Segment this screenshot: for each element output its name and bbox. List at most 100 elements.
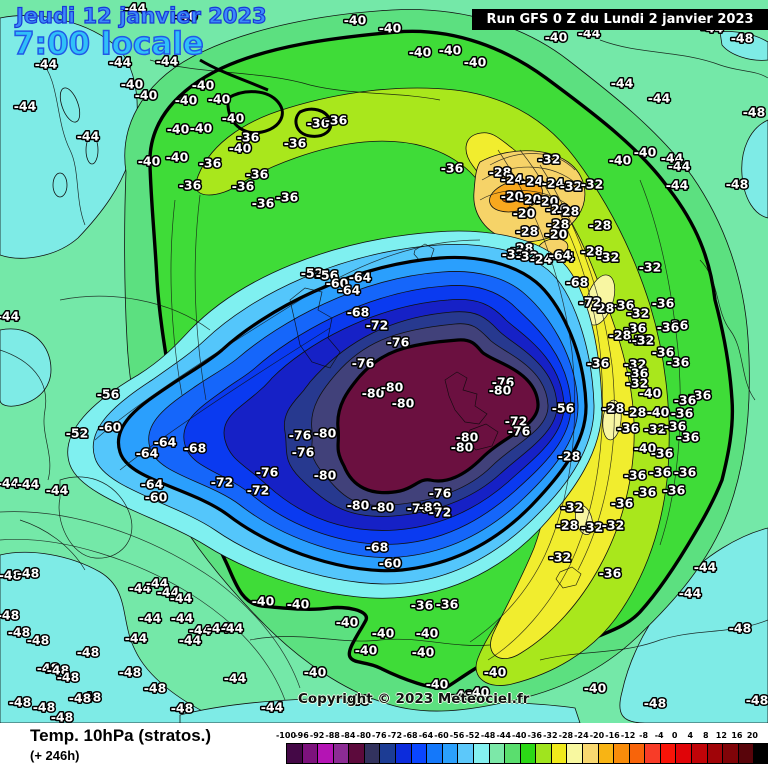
contour-label: -36 [657, 320, 680, 335]
contour-label: -48 [9, 695, 32, 710]
colorbar-swatch [473, 744, 490, 763]
contour-label: -44 [129, 581, 152, 596]
contour-label: -28 [489, 165, 512, 180]
colorbar-tick: -88 [325, 731, 340, 740]
contour-label: -28 [589, 218, 612, 233]
contour-label: -28 [558, 449, 581, 464]
contour-label: -44 [14, 99, 37, 114]
contour-label: -48 [731, 31, 754, 46]
contour-label: -32 [581, 520, 604, 535]
colorbar-swatch [302, 744, 319, 763]
colorbar-swatch [349, 744, 365, 763]
contour-label: -44 [109, 55, 132, 70]
contour-label: -40 [208, 92, 231, 107]
contour-label: -80 [381, 380, 404, 395]
colorbar-swatch [333, 744, 350, 763]
contour-label: -40 [135, 88, 158, 103]
contour-label: -72 [429, 505, 452, 520]
contour-label: -36 [441, 161, 464, 176]
colorbar-tick: -20 [589, 731, 605, 740]
contour-label: -36 [689, 388, 712, 403]
colorbar-tick: 20 [746, 731, 759, 740]
contour-label: -64 [141, 477, 164, 492]
contour-label: -32 [560, 179, 583, 194]
contour-label: -32 [644, 422, 667, 437]
contour-label: -28 [624, 405, 647, 420]
contour-label: -40 [175, 9, 198, 24]
contour-label: -60 [99, 420, 122, 435]
colorbar-tick: -48 [480, 731, 496, 740]
colorbar-swatch [427, 744, 443, 763]
colorbar-swatch [520, 744, 537, 763]
colorbar-tick: -36 [527, 731, 542, 740]
contour-label: -32 [624, 357, 647, 372]
contour-label: -48 [79, 690, 102, 705]
contour-label: -60 [326, 276, 349, 291]
contour-label: -48 [729, 621, 752, 636]
contour-label: -44 [171, 611, 194, 626]
contour-label: -44 [0, 309, 20, 324]
colorbar-tick: -100 [275, 731, 297, 740]
contour-label: -60 [379, 556, 402, 571]
contour-label: -40 [175, 93, 198, 108]
colorbar-tick: -28 [558, 731, 574, 740]
colorbar-swatch [629, 744, 646, 763]
colorbar-tick: 16 [731, 731, 743, 740]
copyright-text: Copyright © 2023 Meteociel.fr [298, 691, 530, 707]
contour-label: -36 [663, 483, 686, 498]
contour-label: -40 [229, 141, 252, 156]
contour-label: -32 [629, 333, 652, 348]
contour-label: -68 [184, 441, 207, 456]
contour-label: -40 [467, 685, 490, 700]
contour-label: -48 [726, 177, 749, 192]
contour-label: -36 [634, 485, 657, 500]
contour-label: -76 [492, 375, 515, 390]
contour-label: -64 [154, 435, 177, 450]
contour-label: -20 [501, 189, 524, 204]
contour-label: -36 [626, 366, 649, 381]
contour-label: -24 [542, 176, 565, 191]
contour-label: -36 [411, 598, 434, 613]
contour-label: -72 [366, 318, 389, 333]
contour-label: -36 [237, 130, 260, 145]
contour-label: -28 [547, 217, 570, 232]
colorbar-swatch [458, 744, 474, 763]
coastlines [0, 39, 768, 661]
contour-label: -32 [639, 260, 662, 275]
contour-label: -44 [224, 671, 247, 686]
colorbar-swatch [551, 744, 568, 763]
contour-label: -28 [609, 328, 632, 343]
colorbar-tick: -76 [372, 731, 387, 740]
colorbar-tick: -52 [465, 731, 480, 740]
colorbar-swatch [660, 744, 677, 763]
contour-label: -24 [501, 172, 524, 187]
contour-label: -36 [649, 465, 672, 480]
contour-label: -76 [387, 335, 410, 350]
contour-label: -40 [412, 645, 435, 660]
colorbar-swatch [380, 744, 397, 763]
core-center-maroon-thick-80 [336, 338, 540, 495]
contour-label: -36 [252, 196, 275, 211]
contour-label: -32 [632, 333, 655, 348]
contour-label: -44 [46, 483, 69, 498]
colorbar-tick: -84 [340, 731, 356, 740]
colorbar-tick: -80 [356, 731, 371, 740]
contour-label: -64 [349, 270, 372, 285]
contour-label: -28 [556, 518, 579, 533]
contour-label: -36 [652, 345, 675, 360]
contour-label: -32 [626, 376, 649, 391]
contour-label: -44 [679, 586, 702, 601]
map-footer: Temp. 10hPa (stratos.) (+ 246h) -100 -96-… [0, 723, 768, 768]
thick-contour-pockets [199, 58, 333, 138]
contour-label: -40 [379, 21, 402, 36]
contour-label: -48 [27, 633, 50, 648]
contour-label: -80 [456, 430, 479, 445]
contour-label: -56 [97, 387, 120, 402]
contour-label: -40 [121, 77, 144, 92]
contour-label: -76 [256, 465, 279, 480]
contour-label: -24 [521, 174, 544, 189]
contour-label: -80 [419, 500, 442, 515]
model-run-info: Run GFS 0 Z du Lundi 2 janvier 2023 [472, 9, 768, 30]
contour-label: -36 [671, 406, 694, 421]
